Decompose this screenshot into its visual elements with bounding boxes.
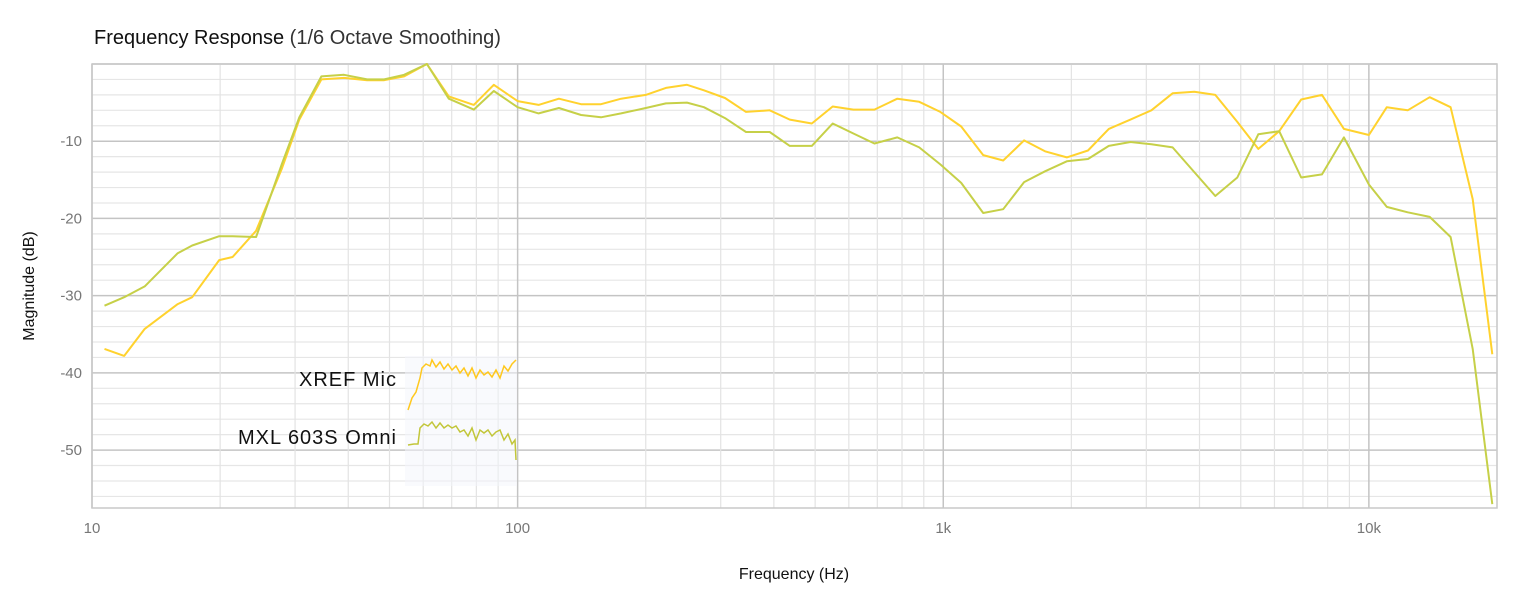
y-axis-label: Magnitude (dB) xyxy=(21,231,38,340)
series-line-mxl-603s-omni xyxy=(104,63,1494,505)
chart-subtitle: (1/6 Octave Smoothing) xyxy=(290,27,501,49)
x-tick-label: 1k xyxy=(935,520,951,537)
legend-swatch-mxl xyxy=(407,420,517,461)
grid xyxy=(91,63,1498,508)
series-line-xref-mic xyxy=(104,63,1494,357)
legend-label-xref: XREF Mic xyxy=(299,369,397,391)
legend-background xyxy=(405,356,517,486)
x-axis-label: Frequency (Hz) xyxy=(739,566,849,583)
x-tick-label: 100 xyxy=(505,520,530,537)
y-tick-label: -30 xyxy=(60,288,82,305)
y-tick-label: -20 xyxy=(60,210,82,227)
legend-swatch-xref xyxy=(407,358,517,411)
y-tick-label: -40 xyxy=(60,365,82,382)
tick-labels: 10 100 1k 10k -10 -20 -30 -40 -50 xyxy=(60,133,1381,537)
y-tick-label: -50 xyxy=(60,442,82,459)
x-tick-label: 10k xyxy=(1357,520,1382,537)
x-tick-label: 10 xyxy=(84,520,101,537)
chart-title: Frequency Response (1/6 Octave Smoothing… xyxy=(94,27,501,49)
y-tick-label: -10 xyxy=(60,133,82,150)
legend-label-mxl: MXL 603S Omni xyxy=(238,427,397,449)
plot-frame xyxy=(91,63,1498,509)
legend: XREF Mic MXL 603S Omni xyxy=(238,356,517,486)
series-group xyxy=(104,63,1494,505)
